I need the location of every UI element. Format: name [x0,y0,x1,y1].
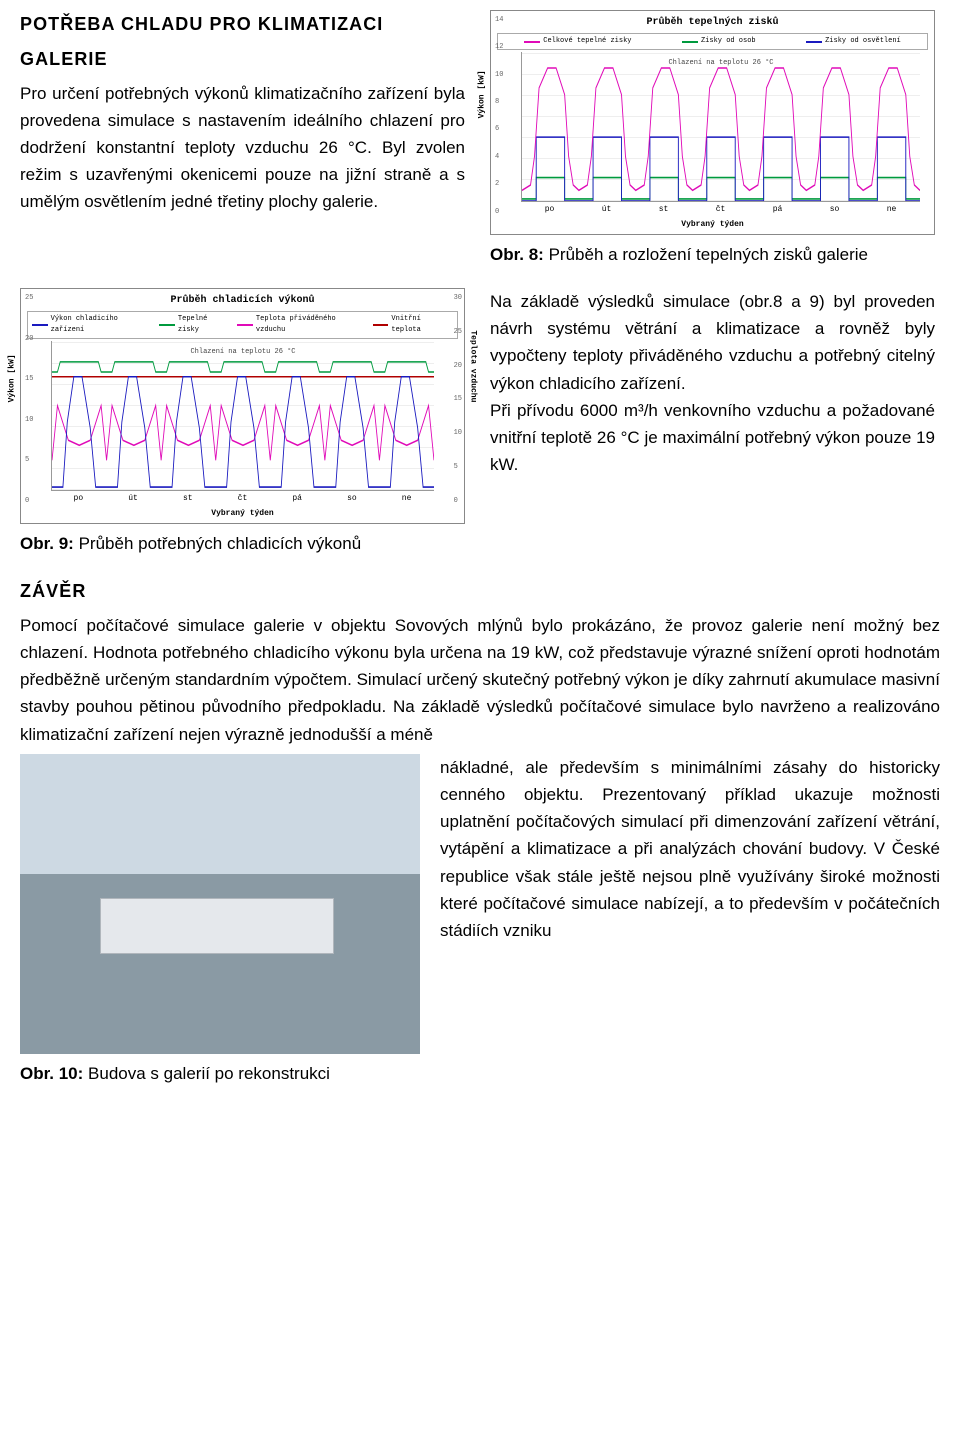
axis-tick: st [659,204,669,217]
legend-item: Celkové tepelné zisky [524,36,631,47]
axis-tick: 20 [454,361,462,372]
axis-tick: čt [238,493,248,506]
section1-heading-line1: POTŘEBA CHLADU PRO KLIMATIZACI [20,10,465,39]
axis-tick: čt [716,204,726,217]
chart8-container: Průběh tepelných zisků Celkové tepelné z… [490,10,935,235]
zaver-fullwidth-paragraph: Pomocí počítačové simulace galerie v obj… [20,612,940,748]
axis-tick: 14 [495,15,503,26]
legend-item: Zisky od osob [682,36,756,47]
legend-item: Tepelné zisky [159,314,231,336]
axis-tick: 0 [495,207,503,218]
chart9-title: Průběh chladicích výkonů [27,293,458,309]
axis-tick: pá [292,493,302,506]
fig10-caption-text: Budova s galerií po rekonstrukci [88,1064,330,1083]
chart9-caption-text: Průběh potřebných chladicích výkonů [79,534,362,553]
axis-tick: 10 [454,428,462,439]
fig10-photo-placeholder [20,754,420,1054]
legend-swatch [32,324,48,326]
chart9-y2-axis: 0 5 10 15 20 25 30 [454,293,462,507]
legend-swatch [682,41,698,43]
axis-tick: ne [887,204,897,217]
axis-tick: 15 [454,394,462,405]
section1-heading-line2: GALERIE [20,45,465,74]
chart9-x-axis: po út st čt pá so ne [51,493,434,506]
axis-tick: 0 [25,496,33,507]
axis-tick: 25 [25,293,33,304]
section1-paragraph: Pro určení potřebných výkonů klimatizačn… [20,80,465,216]
axis-tick: 25 [454,327,462,338]
results-paragraph-2: Při přívodu 6000 m³/h venkovního vzduchu… [490,397,935,479]
chart9-caption: Obr. 9: Průběh potřebných chladicích výk… [20,530,465,557]
legend-swatch [237,324,253,326]
axis-tick: 12 [495,42,503,53]
chart8-caption-label: Obr. 8: [490,245,544,264]
chart9-svg [52,341,434,490]
chart9-container: Průběh chladicích výkonů Výkon chladicíh… [20,288,465,524]
axis-tick: 8 [495,97,503,108]
zaver-right-paragraph: nákladné, ale především s minimálními zá… [440,754,940,944]
chart9-y-label: Výkon [kW] [7,354,20,402]
chart9-legend: Výkon chladicího zařízení Tepelné zisky Te… [27,311,458,339]
axis-tick: so [830,204,840,217]
axis-tick: 6 [495,124,503,135]
legend-label: Zisky od osob [701,36,756,47]
axis-tick: st [183,493,193,506]
axis-tick: 4 [495,152,503,163]
chart9-caption-label: Obr. 9: [20,534,74,553]
axis-tick: 20 [25,334,33,345]
legend-swatch [806,41,822,43]
chart9-y2-label: Teplota vzduchu [466,330,479,402]
axis-tick: 10 [495,70,503,81]
legend-item: Vnitřní teplota [373,314,453,336]
chart8-y-axis: 0 2 4 6 8 10 12 14 [495,15,503,218]
axis-tick: 15 [25,374,33,385]
legend-item: Výkon chladicího zařízení [32,314,153,336]
legend-swatch [159,324,175,326]
legend-swatch [373,324,389,326]
axis-tick: 5 [454,462,462,473]
legend-label: Zisky od osvětlení [825,36,901,47]
chart8-caption-text: Průběh a rozložení tepelných zisků galer… [549,245,868,264]
chart8-y-label: Výkon [kW] [477,71,490,119]
chart9-y-axis: 0 5 10 15 20 25 [25,293,33,507]
axis-tick: út [128,493,138,506]
legend-label: Tepelné zisky [178,314,231,336]
axis-tick: po [545,204,555,217]
chart8-svg [522,52,920,201]
axis-tick: 30 [454,293,462,304]
axis-tick: 10 [25,415,33,426]
axis-tick: út [602,204,612,217]
axis-tick: ne [402,493,412,506]
chart8-plot-area: Chlazení na teplotu 26 °C [521,52,920,202]
chart9-x-label: Vybraný týden [27,508,458,521]
chart8-title: Průběh tepelných zisků [497,15,928,31]
axis-tick: pá [773,204,783,217]
chart8-legend: Celkové tepelné zisky Zisky od osob Zisky … [497,33,928,50]
axis-tick: po [74,493,84,506]
chart8-x-label: Vybraný týden [497,219,928,232]
zaver-heading: ZÁVĚR [20,577,940,606]
legend-label: Výkon chladicího zařízení [51,314,154,336]
legend-label: Vnitřní teplota [391,314,453,336]
axis-tick: so [347,493,357,506]
axis-tick: 0 [454,496,462,507]
legend-label: Teplota přiváděného vzduchu [256,314,367,336]
chart8-x-axis: po út st čt pá so ne [521,204,920,217]
chart8-caption: Obr. 8: Průběh a rozložení tepelných zis… [490,241,935,268]
results-paragraph-1: Na základě výsledků simulace (obr.8 a 9)… [490,288,935,397]
legend-swatch [524,41,540,43]
legend-label: Celkové tepelné zisky [543,36,631,47]
fig10-caption-label: Obr. 10: [20,1064,83,1083]
axis-tick: 2 [495,179,503,190]
fig10-caption: Obr. 10: Budova s galerií po rekonstrukc… [20,1060,420,1087]
chart9-plot-area: Chlazení na teplotu 26 °C [51,341,434,491]
axis-tick: 5 [25,455,33,466]
legend-item: Zisky od osvětlení [806,36,901,47]
legend-item: Teplota přiváděného vzduchu [237,314,367,336]
